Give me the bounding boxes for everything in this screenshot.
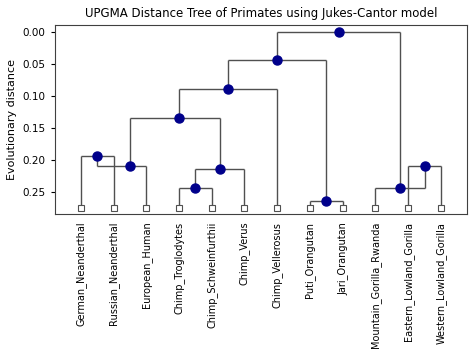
Y-axis label: Evolutionary distance: Evolutionary distance [7,59,17,180]
Title: UPGMA Distance Tree of Primates using Jukes-Cantor model: UPGMA Distance Tree of Primates using Ju… [84,7,437,20]
